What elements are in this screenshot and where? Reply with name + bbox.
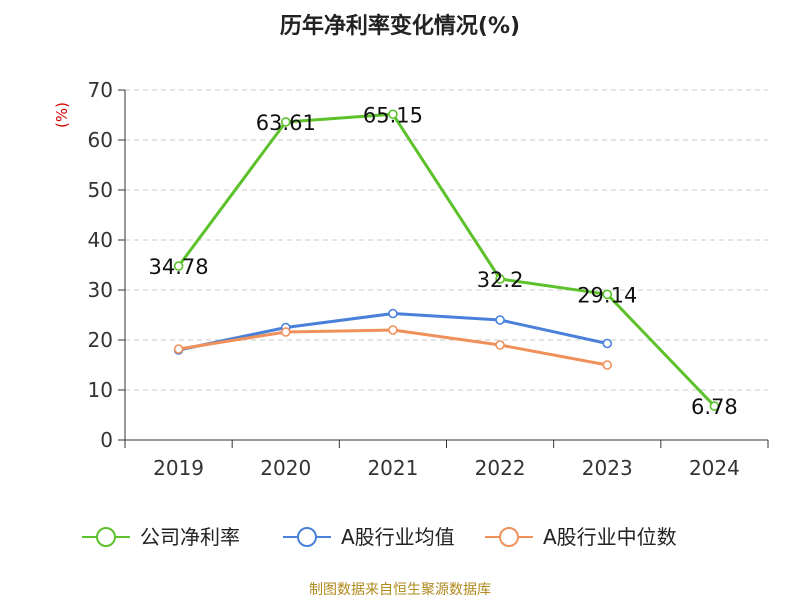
y-tick-label: 70 (88, 78, 113, 102)
y-tick-label: 20 (88, 328, 113, 352)
legend: 公司净利率 A股行业均值 A股行业中位数 (82, 525, 677, 549)
data-point (495, 274, 505, 284)
data-point (602, 360, 613, 370)
x-tick-label: 2020 (260, 456, 311, 480)
data-label: 6.78 (691, 395, 738, 419)
data-label: 29.14 (577, 283, 637, 307)
data-point (709, 401, 720, 411)
data-point (495, 315, 505, 325)
legend-marker (297, 527, 317, 547)
data-point (173, 344, 184, 354)
legend-label: 公司净利率 (140, 525, 240, 549)
data-point (495, 340, 505, 350)
series-layer: 34.78 63.61 65.15 32.2 29.14 6.78 (149, 103, 738, 419)
data-point (388, 308, 398, 319)
data-label: 32.2 (477, 268, 524, 292)
legend-marker (499, 527, 519, 547)
legend-label: A股行业均值 (341, 525, 455, 549)
data-point (602, 338, 613, 349)
x-tick-label: 2023 (582, 456, 633, 480)
legend-marker (96, 527, 116, 547)
data-label: 63.61 (256, 111, 316, 135)
x-tick-label: 2022 (475, 456, 526, 480)
data-point (388, 325, 398, 335)
source-note: 制图数据来自恒生聚源数据库 (309, 582, 491, 598)
data-label: 65.15 (363, 103, 423, 127)
x-tick-label: 2021 (367, 456, 418, 480)
y-tick-label: 10 (88, 378, 113, 402)
legend-label: A股行业中位数 (543, 525, 677, 549)
y-tick-label: 50 (88, 178, 113, 202)
data-point (280, 117, 291, 127)
y-tick-label: 0 (100, 428, 113, 452)
series-line (177, 112, 716, 408)
y-tick-label: 60 (88, 128, 113, 152)
data-point (280, 327, 291, 337)
y-tick-label: 40 (88, 228, 113, 252)
data-point (388, 109, 398, 120)
data-label: 34.78 (149, 255, 209, 279)
y-tick-label: 30 (88, 278, 113, 302)
x-tick-label: 2019 (153, 456, 204, 480)
data-point (173, 261, 184, 271)
x-tick-label: 2024 (689, 456, 740, 480)
axes: 0 10 20 30 40 50 60 70 2019 2020 2021 2022 2023 2024 (88, 78, 769, 480)
data-point (602, 289, 613, 300)
grid-lines (125, 89, 768, 391)
chart-title: 历年净利率变化情况(%) (279, 14, 521, 39)
